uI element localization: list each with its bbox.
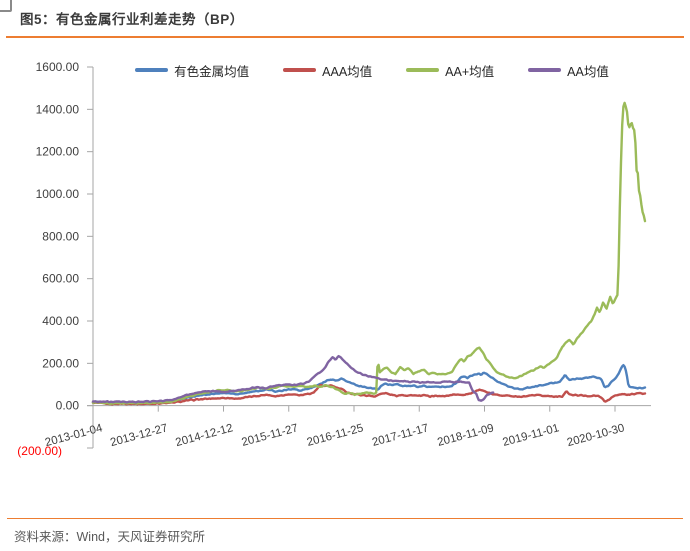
y-axis-label: (200.00) [17,444,62,458]
source-divider [7,518,683,519]
series-line-aa-mean [91,354,495,404]
x-axis-label: 2016-11-25 [306,422,365,449]
y-axis-label: 1000.00 [36,187,80,201]
legend-item-aa-plus-mean: AA+均值 [406,61,494,80]
corner-artifact [0,0,12,12]
series-line-aa-plus-mean [91,101,647,406]
chart-canvas: 1600.00 1400.00 1200.00 1000.00 800.00 600.00… [17,60,651,458]
legend-swatch-nonferrous-mean [135,68,169,72]
legend-swatch-aa-plus-mean [406,68,440,72]
y-axis-label: 0.00 [56,399,80,413]
legend-swatch-aa-mean [528,68,562,72]
legend-item-aa-mean: AA均值 [528,61,609,80]
legend-swatch-aaa-mean [283,68,317,72]
source-text: 资料来源：Wind，天风证券研究所 [14,530,205,544]
x-axis-label: 2013-01-04 [44,422,105,449]
legend-label: 有色金属均值 [174,64,250,79]
y-axis-label: 1200.00 [36,145,80,159]
legend-label: AAA均值 [322,64,373,79]
x-axis-label: 2015-11-27 [240,422,299,449]
y-axis-label: 600.00 [42,272,79,286]
y-axis-label: 200.00 [42,356,79,370]
figure-header: 图5：有色金属行业利差走势（BP） [20,8,670,29]
figure-title: 图5：有色金属行业利差走势（BP） [20,12,244,27]
x-axis-label: 2020-10-30 [566,422,626,449]
legend-label: AA+均值 [445,64,495,79]
x-axis-label: 2014-12-12 [174,422,234,449]
chart-legend: 有色金属均值 AAA均值 AA+均值 AA均值 [93,61,651,79]
series-line-aaa-mean [91,383,647,406]
y-axis-label: 800.00 [42,229,79,243]
x-axis-label: 2013-12-27 [109,422,169,449]
x-axis-label: 2017-11-17 [371,422,430,449]
y-axis-label: 400.00 [42,314,79,328]
legend-label: AA均值 [567,64,609,79]
legend-item-aaa-mean: AAA均值 [283,61,372,80]
x-axis-label: 2019-11-01 [501,422,560,449]
y-axis-label: 1600.00 [36,60,80,74]
title-underline [6,36,684,38]
legend-item-nonferrous-mean: 有色金属均值 [135,61,249,80]
x-axis-label: 2018-11-09 [436,422,495,449]
y-axis-label: 1400.00 [36,102,80,116]
